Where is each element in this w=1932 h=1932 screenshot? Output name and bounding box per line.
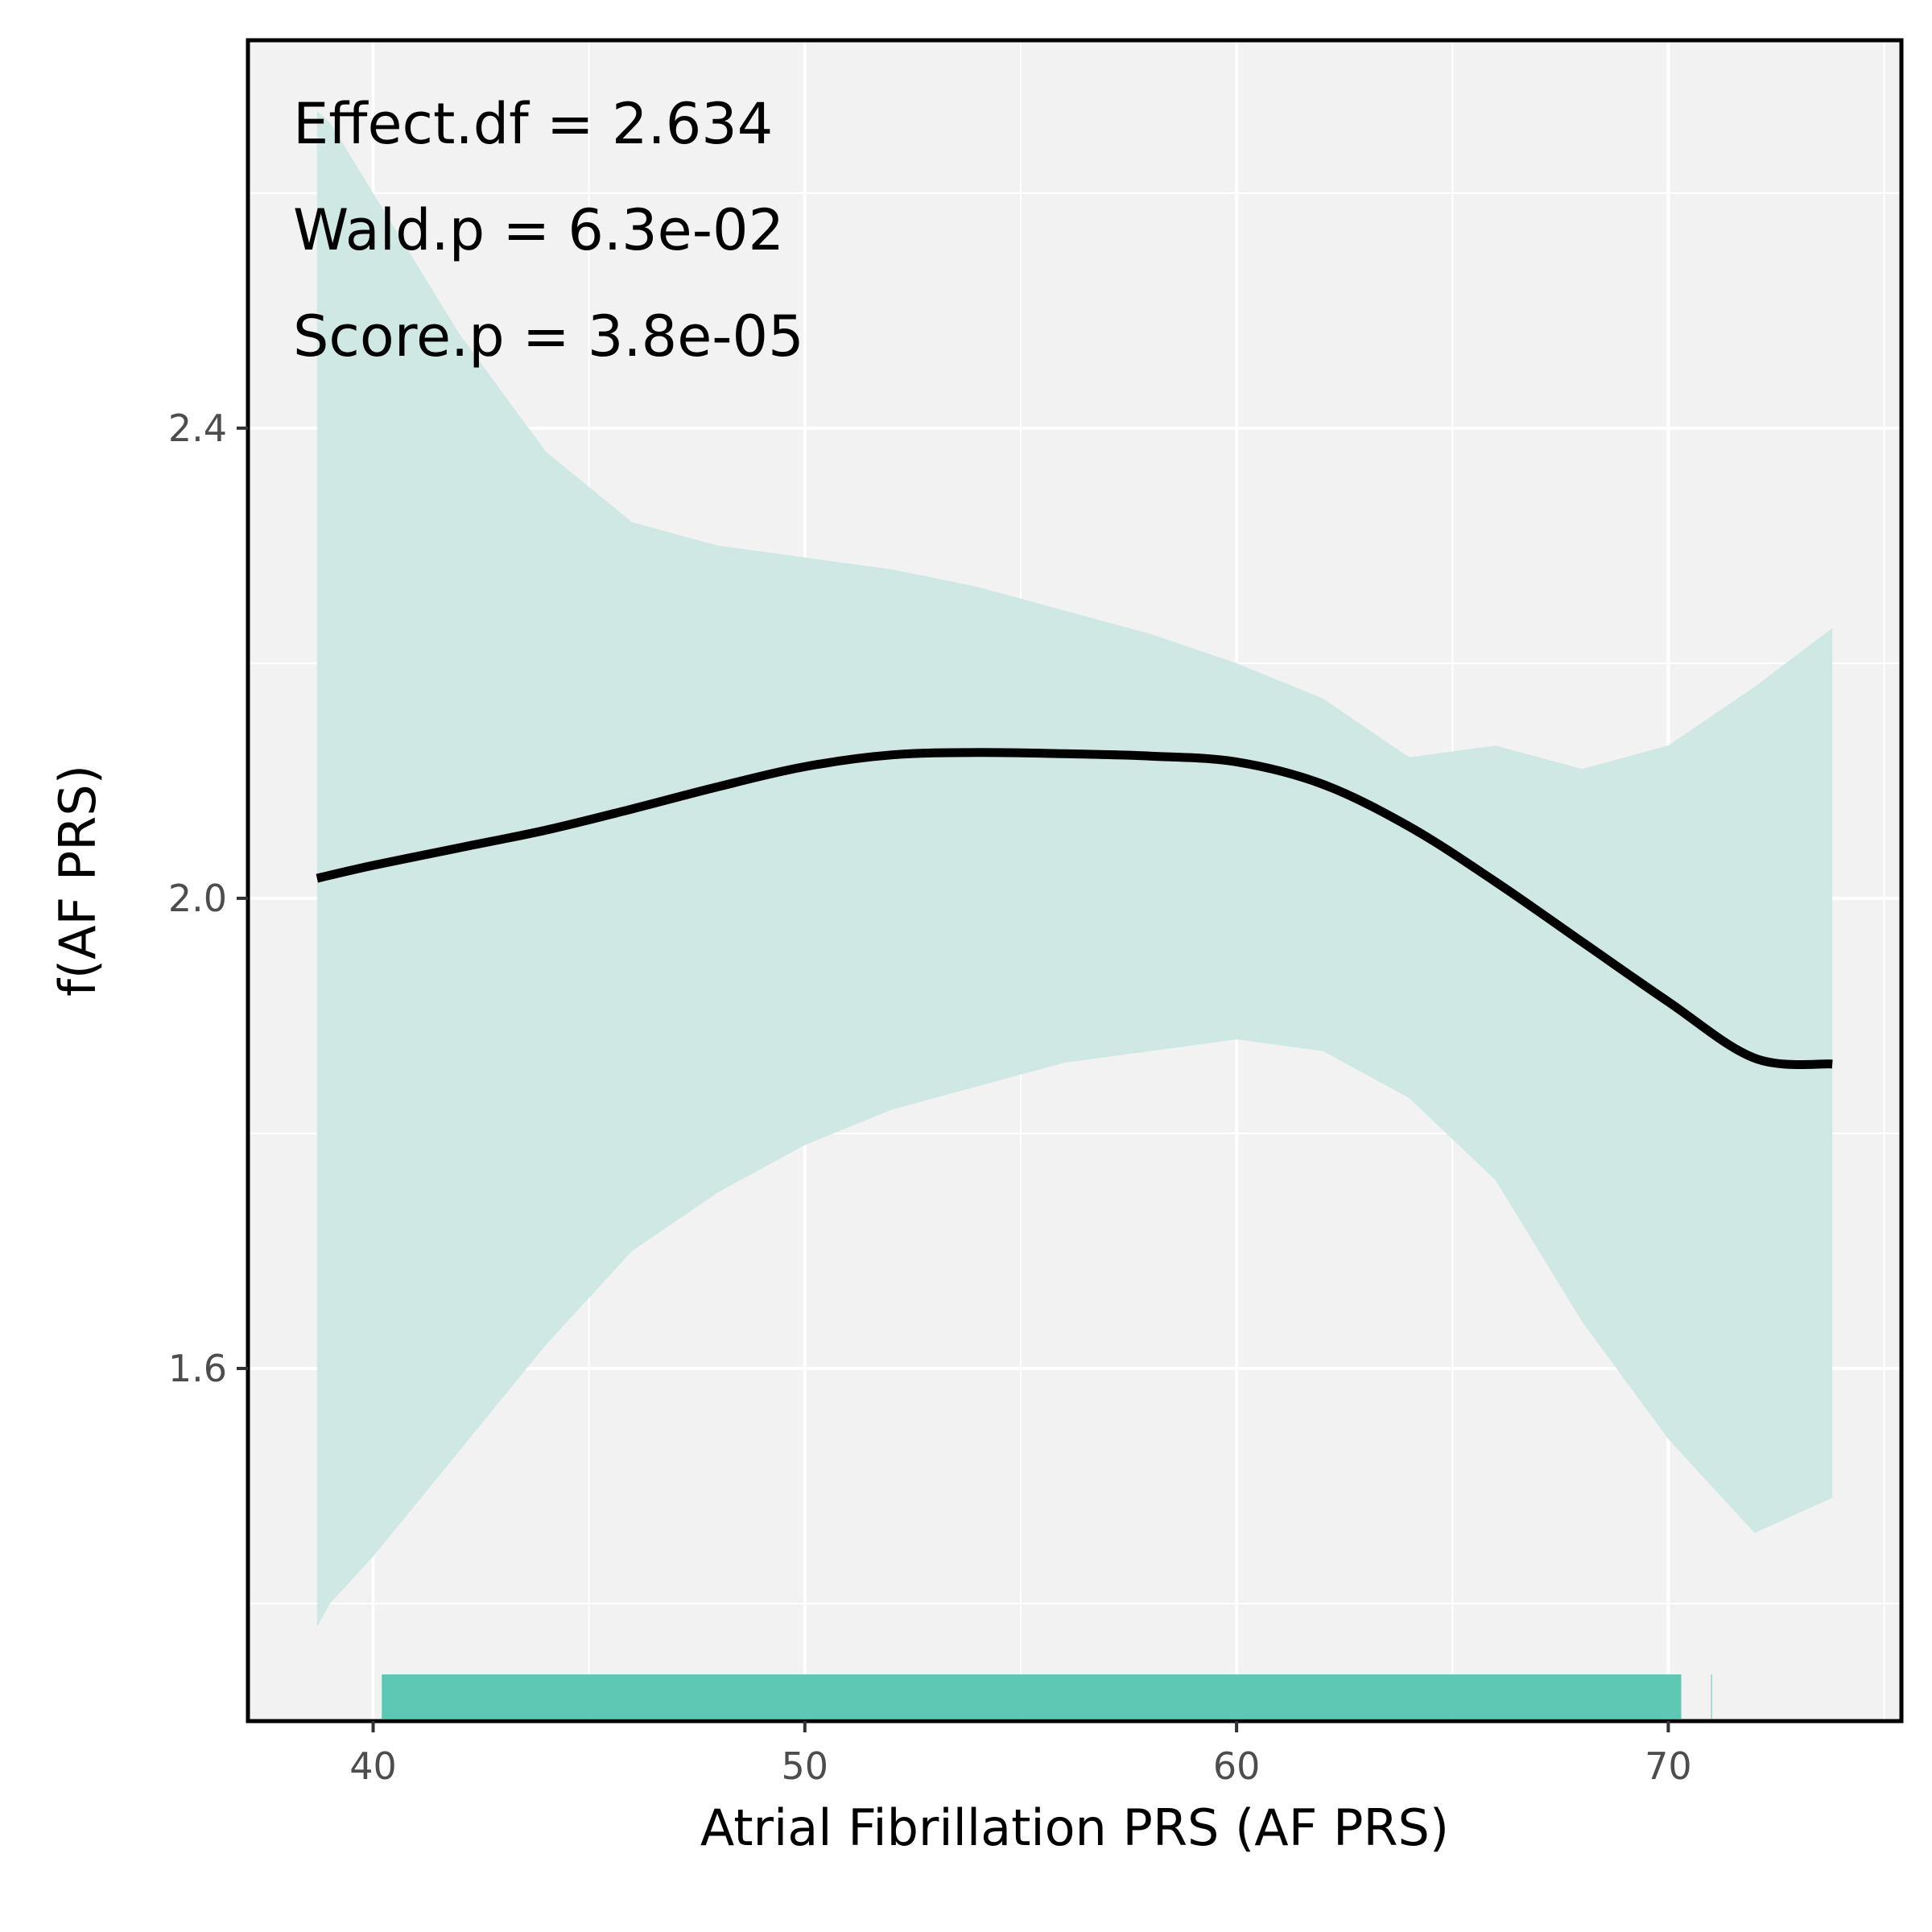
x-tick-label: 70 (1645, 1744, 1692, 1788)
smooth-line-layer (316, 748, 1833, 1070)
annotations: Effect.df = 2.634 Wald.p = 6.3e-02 Score.p… (293, 91, 804, 369)
confidence-band-layer (316, 110, 1833, 1628)
rug-layer (382, 1674, 1713, 1719)
annotation-text: Score.p = 3.8e-05 (293, 303, 804, 369)
annotation-text: Effect.df = 2.634 (293, 91, 773, 157)
x-axis-title: Atrial Fibrillation PRS (AF PRS) (700, 1798, 1449, 1857)
plot-panel-border (246, 38, 1904, 1724)
y-tick-label: 2.4 (168, 407, 227, 450)
y-tick-label: 1.6 (168, 1347, 227, 1390)
annotation-text: Wald.p = 6.3e-02 (293, 197, 784, 263)
axes: 40 50 60 70 1.6 2.0 2.4 (168, 407, 1692, 1788)
confidence-band (316, 110, 1833, 1628)
y-axis-title: f(AF PRS) (48, 765, 107, 997)
y-tick-label: 2.0 (168, 877, 227, 920)
x-tick-label: 60 (1213, 1744, 1261, 1788)
rug-marks (382, 1674, 1682, 1719)
x-tick-label: 40 (349, 1744, 397, 1788)
smooth-line (316, 748, 1833, 1070)
x-tick-label: 50 (782, 1744, 829, 1788)
